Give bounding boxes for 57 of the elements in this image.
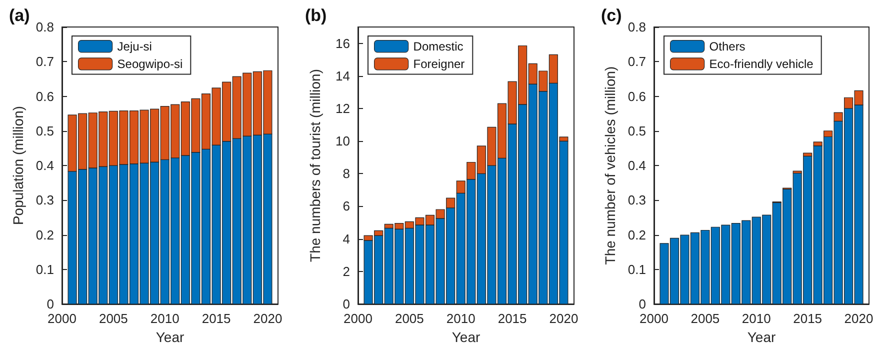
x-tick-label: 2000 bbox=[344, 311, 372, 326]
legend-label: Seogwipo-si bbox=[117, 56, 183, 71]
y-tick-label: 2 bbox=[342, 264, 350, 279]
legend-label: Foreigner bbox=[413, 56, 465, 71]
x-tick-label: 2005 bbox=[98, 311, 128, 326]
y-tick-label: 0 bbox=[46, 296, 54, 312]
y-tick-label: 0.8 bbox=[628, 20, 646, 34]
y-tick-label: 0.5 bbox=[628, 123, 646, 138]
y-tick-label: 0.4 bbox=[36, 158, 54, 173]
y-tick-label: 0.2 bbox=[628, 227, 646, 242]
y-tick-label: 14 bbox=[336, 68, 350, 84]
y-tick-label: 10 bbox=[336, 134, 350, 149]
x-tick-label: 2010 bbox=[150, 311, 180, 326]
y-tick-label: 0.2 bbox=[36, 227, 54, 242]
x-tick-label: 2000 bbox=[48, 311, 76, 326]
y-axis-title: Population (million) bbox=[10, 106, 26, 226]
x-tick-label: 2010 bbox=[446, 311, 476, 326]
x-axis-title: Year bbox=[452, 329, 480, 345]
y-tick-label: 8 bbox=[342, 166, 350, 182]
y-tick-label: 0.3 bbox=[36, 192, 54, 208]
chart-title: (a) bbox=[9, 6, 30, 25]
chart-title: (c) bbox=[601, 6, 622, 25]
x-tick-label: 2020 bbox=[549, 311, 578, 326]
y-tick-label: 0.7 bbox=[628, 54, 646, 70]
x-axis-title: Year bbox=[156, 329, 184, 345]
legend-label: Domestic bbox=[413, 39, 464, 54]
y-tick-label: 12 bbox=[336, 100, 350, 116]
y-tick-label: 0.4 bbox=[628, 158, 646, 173]
y-tick-label: 0 bbox=[342, 296, 350, 312]
x-tick-label: 2010 bbox=[742, 311, 771, 326]
y-tick-label: 0.6 bbox=[628, 88, 646, 104]
x-tick-label: 2005 bbox=[690, 311, 720, 326]
legend-label: Others bbox=[709, 39, 746, 54]
x-tick-label: 2015 bbox=[793, 311, 822, 326]
y-tick-label: 0.8 bbox=[36, 20, 54, 34]
y-tick-label: 0.6 bbox=[36, 88, 54, 104]
legend-label: Jeju-si bbox=[117, 39, 152, 54]
legend-label: Eco-friendly vehicle bbox=[709, 56, 814, 71]
y-tick-label: 0 bbox=[638, 296, 646, 312]
x-tick-label: 2000 bbox=[640, 311, 668, 326]
y-tick-label: 0.1 bbox=[36, 262, 54, 277]
y-tick-label: 4 bbox=[342, 231, 350, 246]
x-axis-title: Year bbox=[747, 329, 776, 345]
y-tick-label: 6 bbox=[342, 198, 350, 214]
x-tick-label: 2020 bbox=[844, 311, 874, 326]
y-tick-label: 0.5 bbox=[36, 123, 54, 138]
y-axis-title: The number of vehicles (million) bbox=[602, 66, 618, 265]
y-axis-title: The numbers of tourist (million) bbox=[307, 69, 323, 262]
x-tick-label: 2015 bbox=[498, 311, 527, 326]
x-tick-label: 2020 bbox=[253, 311, 282, 326]
y-tick-label: 0.7 bbox=[36, 54, 54, 70]
y-tick-label: 0.1 bbox=[628, 262, 646, 277]
x-tick-label: 2005 bbox=[394, 311, 424, 326]
y-tick-label: 16 bbox=[336, 36, 350, 51]
x-tick-label: 2015 bbox=[202, 311, 231, 326]
chart-title: (b) bbox=[305, 6, 327, 25]
y-tick-label: 0.3 bbox=[628, 192, 646, 208]
